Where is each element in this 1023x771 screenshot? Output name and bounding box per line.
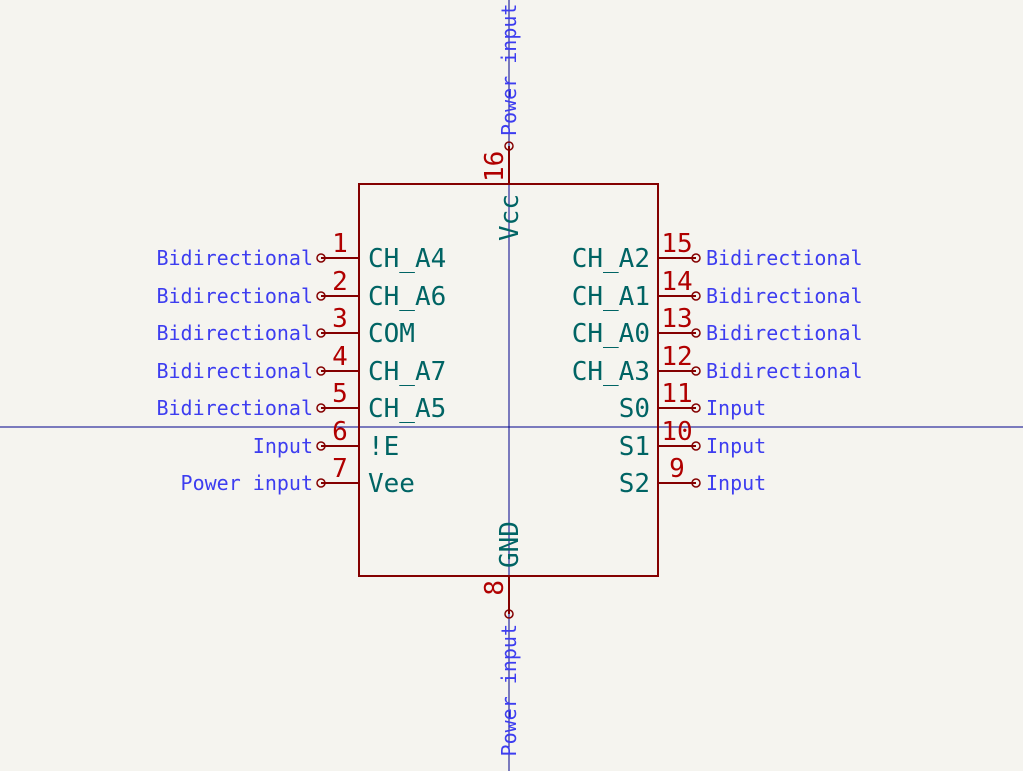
pin-electrical-type: Bidirectional [156, 396, 313, 420]
pin-connection-point[interactable] [504, 141, 514, 151]
pin-right-15[interactable]: 15 CH_A2 Bidirectional [572, 229, 863, 274]
pin-name: CH_A3 [572, 357, 650, 387]
pin-electrical-type: Input [706, 396, 766, 420]
pin-left-6[interactable]: 6 !E Input [253, 417, 400, 462]
pin-left-4[interactable]: 4 CH_A7 Bidirectional [156, 342, 446, 387]
pin-name: Vee [368, 469, 415, 499]
pin-name: CH_A1 [572, 282, 650, 312]
pin-electrical-type: Input [253, 434, 313, 458]
pin-electrical-type: Bidirectional [156, 246, 313, 270]
pin-name: CH_A0 [572, 319, 650, 349]
pin-name: COM [368, 319, 415, 349]
pin-left-1[interactable]: 1 CH_A4 Bidirectional [156, 229, 446, 274]
pin-name: S1 [619, 432, 650, 462]
pin-electrical-type: Bidirectional [156, 321, 313, 345]
pin-electrical-type: Bidirectional [156, 284, 313, 308]
pin-left-2[interactable]: 2 CH_A6 Bidirectional [156, 267, 446, 312]
pin-number: 6 [332, 417, 348, 447]
pin-name: Vcc [495, 194, 525, 241]
pin-right-14[interactable]: 14 CH_A1 Bidirectional [572, 267, 863, 312]
pin-right-12[interactable]: 12 CH_A3 Bidirectional [572, 342, 863, 387]
pin-electrical-type: Input [706, 434, 766, 458]
pin-electrical-type: Bidirectional [706, 359, 863, 383]
pin-electrical-type: Input [706, 471, 766, 495]
pin-number: 15 [661, 229, 692, 259]
pin-connection-point[interactable] [691, 366, 701, 376]
pin-name: !E [368, 432, 399, 462]
pin-electrical-type: Bidirectional [706, 246, 863, 270]
pin-number: 10 [661, 417, 692, 447]
pin-number: 8 [480, 580, 510, 596]
pin-electrical-type: Power input [497, 4, 521, 136]
pin-connection-point[interactable] [316, 366, 326, 376]
pin-connection-point[interactable] [316, 328, 326, 338]
pin-name: CH_A2 [572, 244, 650, 274]
pin-right-11[interactable]: 11 S0 Input [619, 379, 767, 424]
pin-name: CH_A5 [368, 394, 446, 424]
pin-electrical-type: Bidirectional [156, 359, 313, 383]
pin-name: S0 [619, 394, 650, 424]
pin-number: 13 [661, 304, 692, 334]
pin-connection-point[interactable] [691, 441, 701, 451]
pin-number: 9 [669, 454, 685, 484]
pin-top[interactable]: 16 Vcc Power input [480, 4, 525, 241]
pin-name: GND [495, 521, 525, 568]
pin-connection-point[interactable] [691, 328, 701, 338]
pin-name: CH_A7 [368, 357, 446, 387]
pin-number: 16 [480, 151, 510, 182]
pin-name: CH_A6 [368, 282, 446, 312]
pin-number: 4 [332, 342, 348, 372]
pin-electrical-type: Power input [497, 624, 521, 756]
pin-connection-point[interactable] [316, 403, 326, 413]
pin-left-7[interactable]: 7 Vee Power input [181, 454, 415, 499]
pin-electrical-type: Power input [181, 471, 313, 495]
pin-electrical-type: Bidirectional [706, 284, 863, 308]
pin-number: 14 [661, 267, 692, 297]
pin-right-9[interactable]: 9 S2 Input [619, 454, 767, 499]
pin-left-5[interactable]: 5 CH_A5 Bidirectional [156, 379, 446, 424]
pin-number: 1 [332, 229, 348, 259]
pin-number: 5 [332, 379, 348, 409]
pin-left-3[interactable]: 3 COM Bidirectional [156, 304, 415, 349]
pin-number: 2 [332, 267, 348, 297]
pin-connection-point[interactable] [691, 253, 701, 263]
pin-connection-point[interactable] [691, 403, 701, 413]
pin-number: 12 [661, 342, 692, 372]
pin-connection-point[interactable] [691, 478, 701, 488]
pin-right-13[interactable]: 13 CH_A0 Bidirectional [572, 304, 863, 349]
pin-electrical-type: Bidirectional [706, 321, 863, 345]
pin-number: 11 [661, 379, 692, 409]
pin-name: CH_A4 [368, 244, 446, 274]
pin-right-10[interactable]: 10 S1 Input [619, 417, 767, 462]
pin-number: 7 [332, 454, 348, 484]
pin-connection-point[interactable] [316, 441, 326, 451]
pin-bottom[interactable]: 8 GND Power input [480, 521, 525, 756]
pin-connection-point[interactable] [504, 609, 514, 619]
pin-name: S2 [619, 469, 650, 499]
pin-connection-point[interactable] [316, 291, 326, 301]
pin-connection-point[interactable] [691, 291, 701, 301]
pin-number: 3 [332, 304, 348, 334]
pin-connection-point[interactable] [316, 478, 326, 488]
pin-connection-point[interactable] [316, 253, 326, 263]
